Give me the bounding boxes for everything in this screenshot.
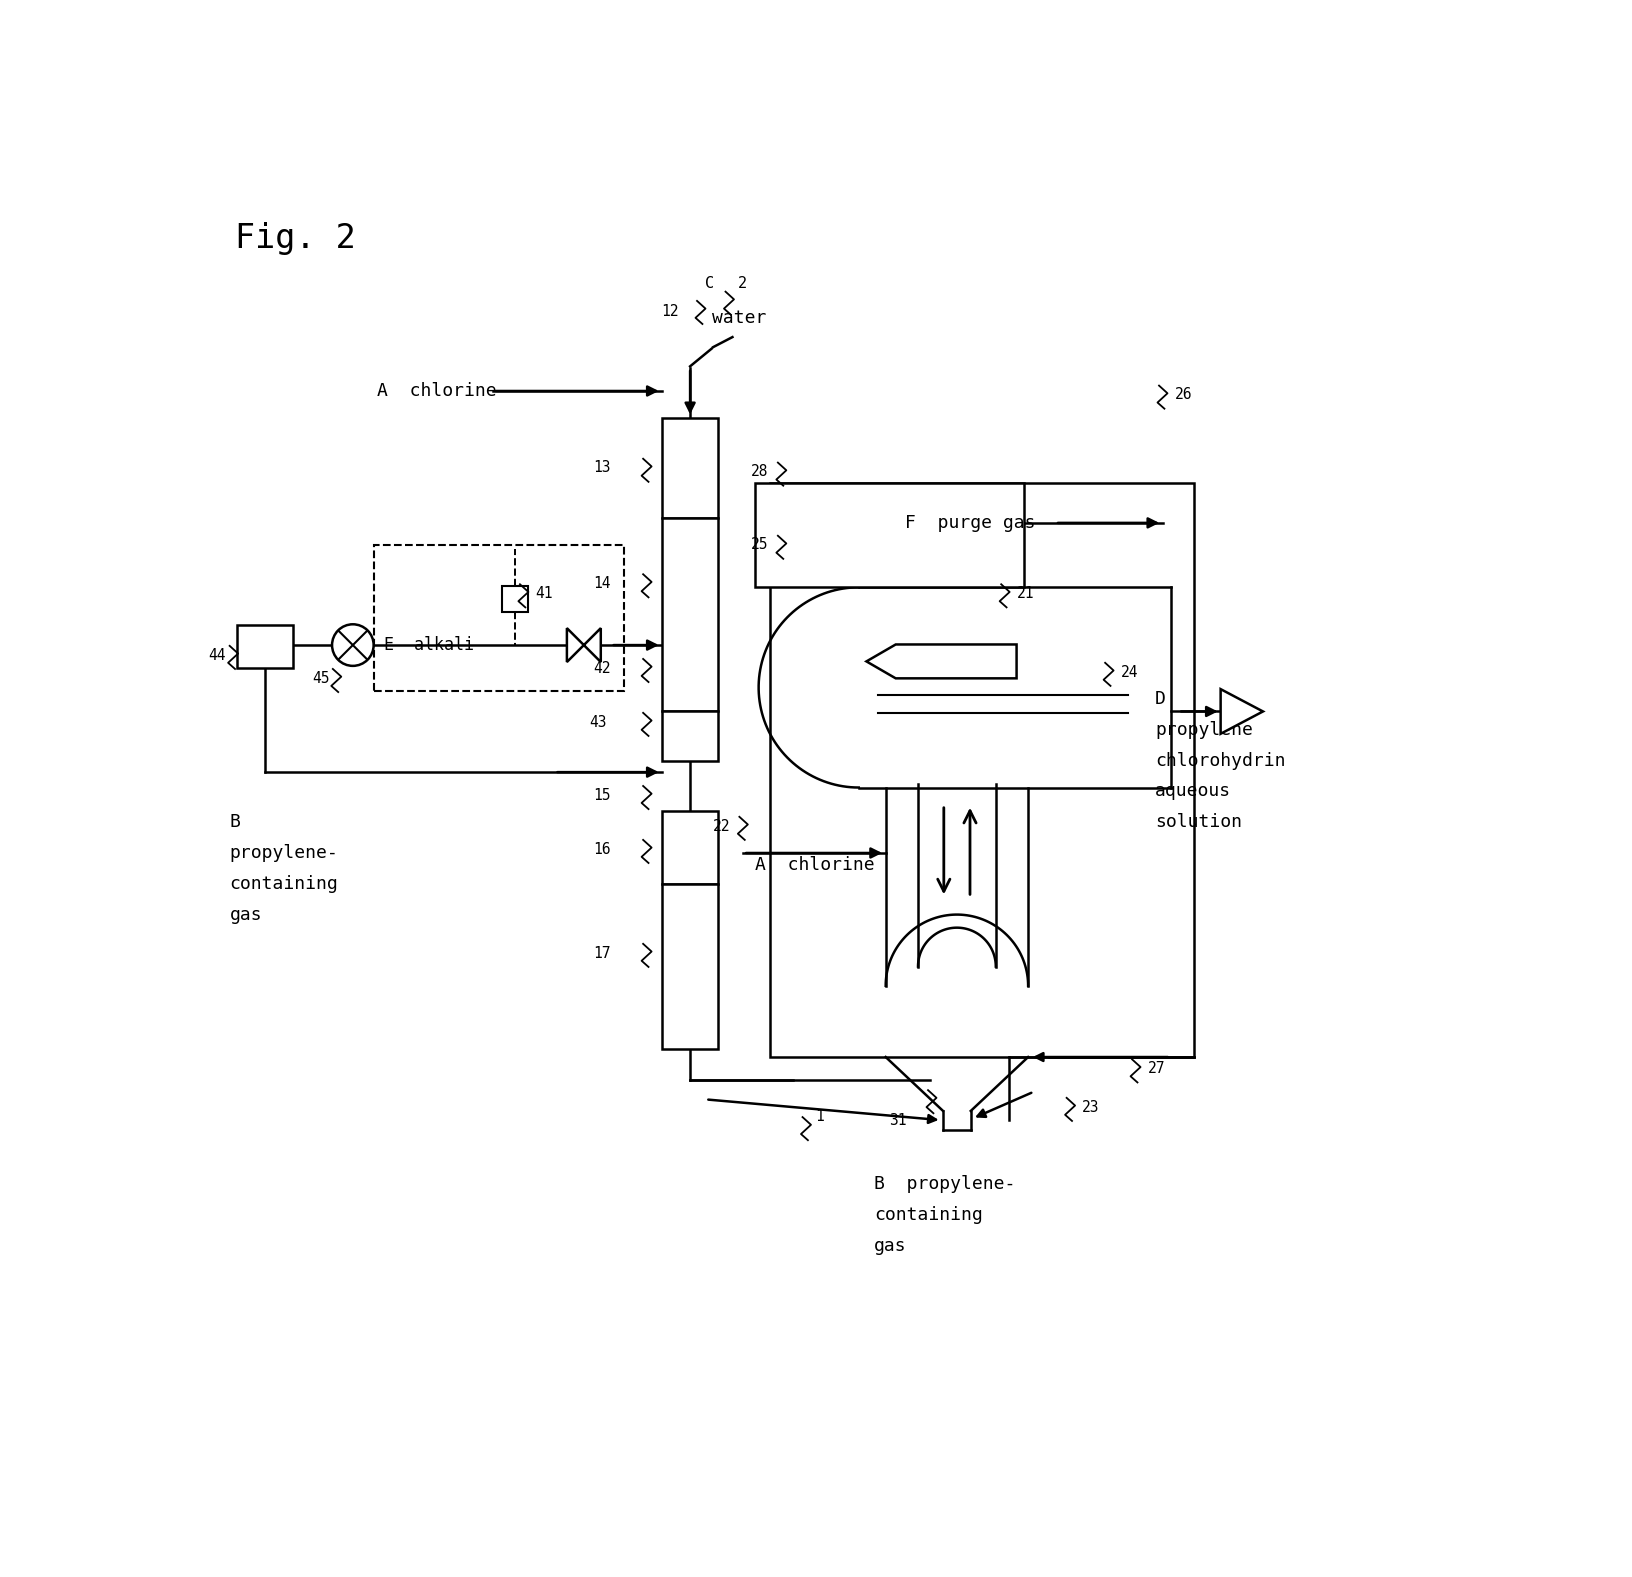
Text: chlorohydrin: chlorohydrin xyxy=(1155,752,1286,770)
Circle shape xyxy=(331,624,374,665)
Bar xyxy=(663,883,718,1049)
Text: E  alkali: E alkali xyxy=(384,636,473,654)
Text: water: water xyxy=(713,309,767,326)
Text: 15: 15 xyxy=(592,788,610,803)
Text: 13: 13 xyxy=(592,460,610,476)
Text: 2: 2 xyxy=(738,276,747,290)
Text: 43: 43 xyxy=(589,714,607,730)
Text: F  purge gas: F purge gas xyxy=(904,514,1035,531)
Text: 24: 24 xyxy=(1121,664,1138,680)
Text: 27: 27 xyxy=(1147,1061,1165,1076)
Text: propylene: propylene xyxy=(1155,721,1253,738)
Text: 22: 22 xyxy=(713,818,730,834)
Bar xyxy=(663,418,718,517)
Text: 26: 26 xyxy=(1175,388,1191,402)
Text: C: C xyxy=(705,276,713,290)
Text: Fig. 2: Fig. 2 xyxy=(235,222,356,254)
Text: gas: gas xyxy=(875,1236,907,1255)
Text: 28: 28 xyxy=(751,464,769,479)
Bar xyxy=(770,484,1193,1057)
Text: gas: gas xyxy=(230,905,263,924)
Bar xyxy=(754,484,1025,587)
Text: 23: 23 xyxy=(1082,1099,1100,1115)
Polygon shape xyxy=(1221,689,1263,733)
Text: 44: 44 xyxy=(209,648,225,662)
Text: 41: 41 xyxy=(535,587,553,601)
Polygon shape xyxy=(566,628,601,662)
Text: 17: 17 xyxy=(592,946,610,960)
Bar xyxy=(503,585,529,612)
Text: 12: 12 xyxy=(661,304,679,319)
Text: 31: 31 xyxy=(889,1113,907,1128)
Bar xyxy=(663,517,718,711)
Text: containing: containing xyxy=(875,1206,982,1224)
Text: aqueous: aqueous xyxy=(1155,782,1231,801)
Polygon shape xyxy=(867,645,1017,678)
Text: 25: 25 xyxy=(751,538,769,552)
Text: B: B xyxy=(230,814,240,831)
Text: A  chlorine: A chlorine xyxy=(377,382,496,401)
Text: propylene-: propylene- xyxy=(230,844,338,863)
Text: 42: 42 xyxy=(592,661,610,675)
Text: containing: containing xyxy=(230,875,338,893)
Text: 16: 16 xyxy=(592,842,610,856)
Text: 1: 1 xyxy=(814,1109,824,1124)
Text: A  chlorine: A chlorine xyxy=(754,856,875,874)
Text: D: D xyxy=(1155,691,1165,708)
Text: solution: solution xyxy=(1155,814,1242,831)
Text: 14: 14 xyxy=(592,576,610,591)
Text: 45: 45 xyxy=(312,670,330,686)
Bar xyxy=(663,711,718,760)
Bar xyxy=(237,624,292,669)
Text: 21: 21 xyxy=(1017,587,1035,601)
Bar xyxy=(663,811,718,883)
Bar xyxy=(374,546,623,691)
Text: B  propylene-: B propylene- xyxy=(875,1175,1015,1194)
